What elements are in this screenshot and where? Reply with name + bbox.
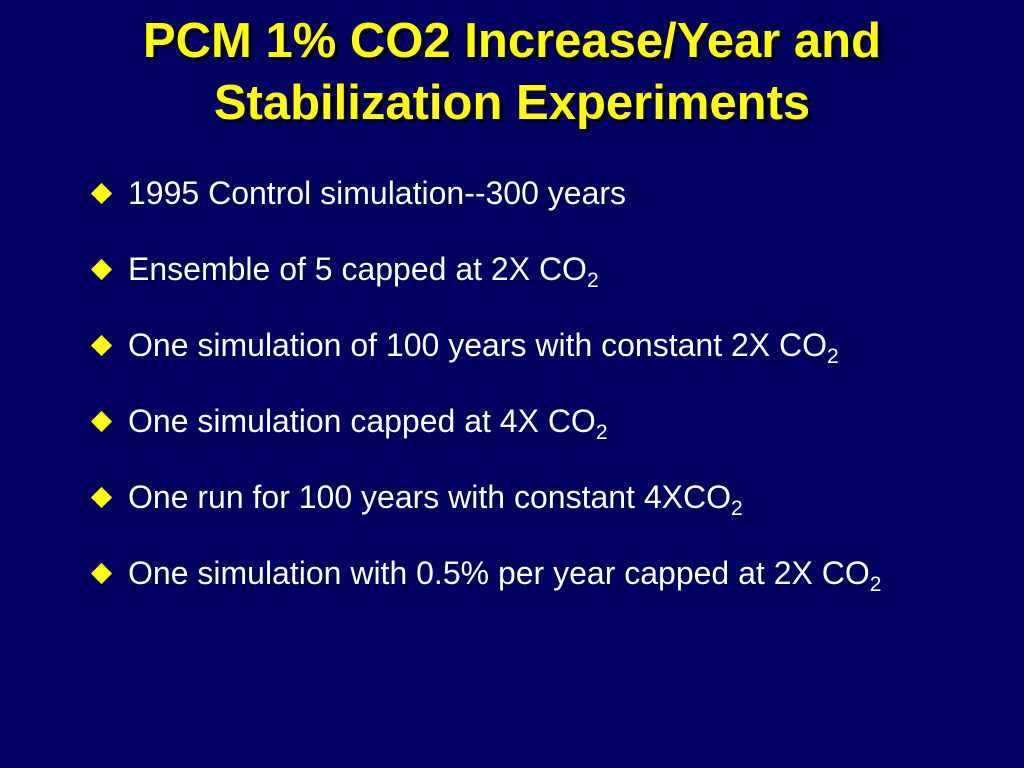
subscript: 2 bbox=[827, 345, 839, 368]
subscript: 2 bbox=[595, 421, 608, 444]
slide-title-line-1: PCM 1% CO2 Increase/Year and bbox=[142, 14, 882, 68]
subscript: 2 bbox=[730, 497, 743, 520]
diamond-bullet-icon bbox=[90, 258, 113, 281]
bullet-list: 1995 Control simulation--300 years Ensem… bbox=[88, 170, 968, 626]
bullet-item: One run for 100 years with constant 4XCO… bbox=[88, 474, 968, 520]
bullet-text: One simulation of 100 years with constan… bbox=[128, 327, 828, 363]
diamond-bullet-icon bbox=[90, 486, 113, 509]
diamond-bullet-icon bbox=[90, 334, 113, 357]
bullet-item: 1995 Control simulation--300 years bbox=[88, 170, 968, 216]
bullet-item: One simulation capped at 4X CO2 bbox=[88, 398, 968, 444]
slide-title: PCM 1% CO2 Increase/Year and Stabilizati… bbox=[40, 10, 984, 134]
bullet-item: Ensemble of 5 capped at 2X CO2 bbox=[88, 246, 968, 292]
bullet-text: Ensemble of 5 capped at 2X CO bbox=[128, 251, 587, 287]
bullet-item: One simulation with 0.5% per year capped… bbox=[88, 550, 948, 596]
bullet-item: One simulation of 100 years with constan… bbox=[88, 322, 948, 368]
bullet-text: One run for 100 years with constant 4XCO bbox=[128, 479, 731, 515]
diamond-bullet-icon bbox=[90, 562, 113, 585]
subscript: 2 bbox=[586, 269, 599, 292]
slide-title-line-2: Stabilization Experiments bbox=[213, 76, 811, 130]
diamond-bullet-icon bbox=[90, 182, 113, 205]
bullet-text: One simulation with 0.5% per year capped… bbox=[128, 555, 870, 591]
diamond-bullet-icon bbox=[90, 410, 113, 433]
subscript: 2 bbox=[869, 573, 882, 596]
bullet-text: 1995 Control simulation--300 years bbox=[128, 175, 627, 211]
bullet-text: One simulation capped at 4X CO bbox=[128, 403, 596, 439]
